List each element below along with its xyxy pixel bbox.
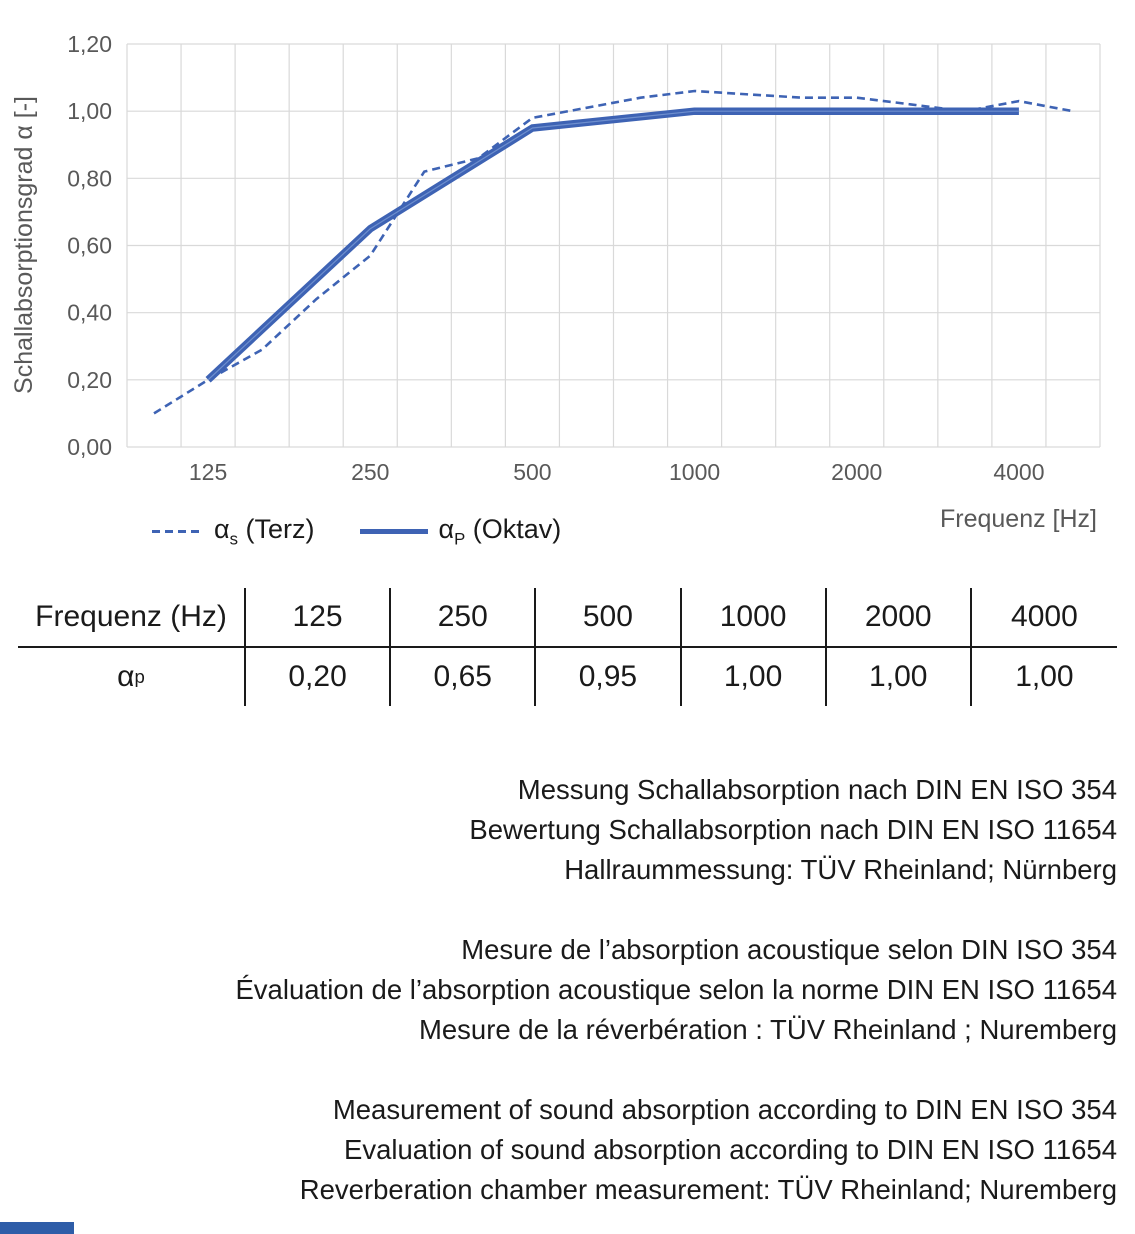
notes-german: Messung Schallabsorption nach DIN EN ISO… (0, 770, 1117, 890)
series-alpha-p-seam (207, 110, 1019, 381)
table-header-cell: Frequenz (Hz) (18, 588, 246, 648)
legend-item-alpha-p: αP (Oktav) (360, 514, 561, 549)
y-tick-label: 1,20 (67, 31, 112, 57)
y-tick-label: 0,40 (67, 300, 112, 326)
table-value-cell: 0,95 (536, 648, 682, 706)
solid-line-sample (360, 529, 429, 535)
x-tick-label: 1000 (669, 459, 720, 485)
note-line-fr: Mesure de l’absorption acoustique selon … (461, 934, 1117, 965)
y-axis-title: Schallabsorptionsgrad α [-] (10, 96, 38, 394)
table-header-cell: 500 (536, 588, 682, 648)
table-value-cell: 0,20 (246, 648, 392, 706)
note-line-fr: Mesure de la réverbération : TÜV Rheinla… (418, 1014, 1117, 1045)
y-tick-label: 0,60 (67, 233, 112, 259)
note-line-de: Messung Schallabsorption nach DIN EN ISO… (517, 774, 1117, 805)
table-header-cell: 1000 (681, 588, 827, 648)
legend-label: αP (Oktav) (438, 514, 562, 549)
note-line-fr: Évaluation de l’absorption acoustique se… (235, 974, 1117, 1005)
x-tick-label: 500 (513, 459, 551, 485)
legend-item-alpha-s: αs (Terz) (152, 514, 314, 549)
table-value-cell: 0,65 (391, 648, 537, 706)
table-value-cell: 1,00 (827, 648, 972, 706)
table-header-cell: 125 (246, 588, 392, 648)
x-tick-label: 125 (189, 459, 227, 485)
y-tick-label: 0,00 (67, 434, 112, 460)
x-axis-title: Frequenz [Hz] (939, 505, 1097, 533)
x-tick-label: 250 (351, 459, 389, 485)
note-line-de: Hallraummessung: TÜV Rheinland; Nürnberg (564, 854, 1117, 885)
table-value-cell: 1,00 (1015, 660, 1074, 693)
absorption-table: Frequenz (Hz) 125 250 500 1000 2000 4000 α p 0,20… (18, 588, 1117, 706)
y-tick-label: 0,20 (67, 367, 112, 393)
y-tick-label: 0,80 (67, 165, 112, 191)
x-tick-label: 4000 (993, 459, 1044, 485)
note-line-en: Evaluation of sound absorption according… (343, 1134, 1117, 1165)
table-value-cell: 1,00 (682, 648, 827, 706)
legend-label: αs (Terz) (214, 514, 315, 549)
note-line-en: Reverberation chamber measurement: TÜV R… (299, 1174, 1117, 1205)
dashed-line-sample (152, 530, 204, 534)
notes-french: Mesure de l’absorption acoustique selon … (0, 930, 1117, 1050)
table-header-cell: 2000 (826, 588, 972, 648)
series-alpha-s-terz (153, 89, 1074, 415)
table-header-cell: 4000 (971, 588, 1117, 648)
x-tick-label: 2000 (831, 459, 882, 485)
notes-english: Measurement of sound absorption accordin… (0, 1090, 1117, 1210)
absorption-chart: 1,20 1,00 0,80 0,60 0,40 0,20 0,00 125 250 500 100… (10, 31, 1101, 485)
note-line-de: Bewertung Schallabsorption nach DIN EN I… (469, 814, 1117, 845)
table-header-cell: 250 (391, 588, 537, 648)
chart-legend: αs (Terz) αP (Oktav) (152, 514, 561, 549)
y-tick-label: 1,00 (67, 98, 112, 124)
note-line-en: Measurement of sound absorption accordin… (332, 1094, 1117, 1125)
footer-brand-bar (0, 1222, 74, 1234)
